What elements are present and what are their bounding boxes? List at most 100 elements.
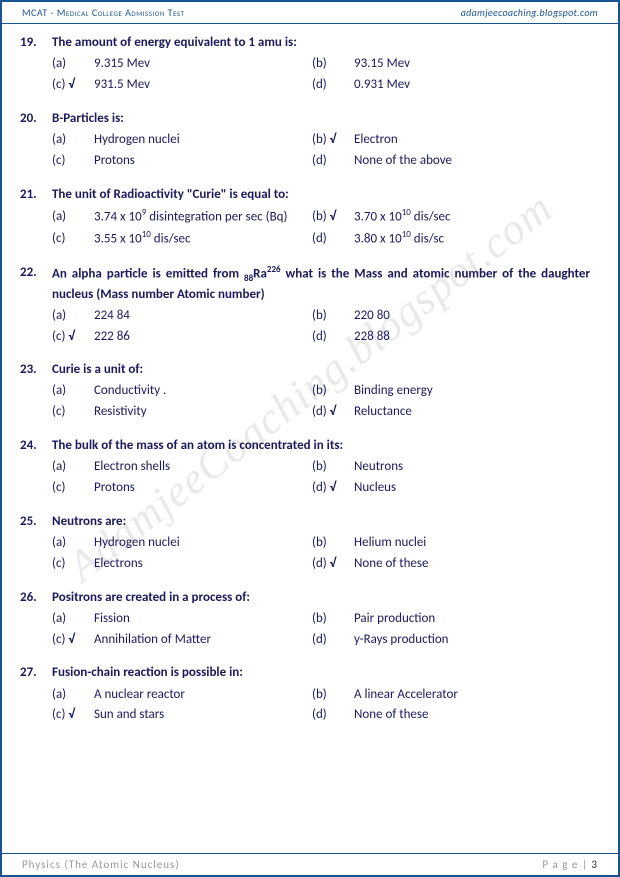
check-icon: √ xyxy=(68,329,74,344)
option-row: (c)Protons(d) √Nucleus xyxy=(52,478,590,499)
footer-subject: Physics (The Atomic Nucleus) xyxy=(22,858,180,871)
question-text: The bulk of the mass of an atom is conce… xyxy=(52,437,590,455)
option-row: (c)3.55 x 1010 dis/sec(d)3.80 x 1010 dis… xyxy=(52,228,590,250)
question: 26.Positrons are created in a process of… xyxy=(20,589,590,651)
question: 20.B-Particles is:(a)Hydrogen nuclei(b) … xyxy=(20,110,590,172)
check-icon: √ xyxy=(330,480,336,495)
option-cell: (a)9.315 Mev xyxy=(52,54,312,75)
option-cell: (c) √Sun and stars xyxy=(52,705,312,726)
options: (a)Conductivity .(b)Binding energy(c)Res… xyxy=(52,381,590,423)
option-label: (a) xyxy=(52,609,94,630)
question-number: 21. xyxy=(20,186,52,204)
option-label: (b) xyxy=(312,381,354,402)
header-title: MCAT - Medical College Admission Test xyxy=(22,6,184,19)
option-cell: (c) √222 86 xyxy=(52,327,312,348)
option-text: Electron shells xyxy=(94,457,312,478)
question-number: 27. xyxy=(20,664,52,682)
option-text: None of the above xyxy=(354,151,590,172)
option-label: (c) √ xyxy=(52,75,94,96)
option-text: Helium nuclei xyxy=(354,533,590,554)
page-header: MCAT - Medical College Admission Test ad… xyxy=(2,2,618,24)
option-cell: (d) √None of these xyxy=(312,554,590,575)
option-label: (d) √ xyxy=(312,554,354,575)
option-row: (a)3.74 x 109 disintegration per sec (Bq… xyxy=(52,206,590,228)
option-text: None of these xyxy=(354,554,590,575)
option-text: Reluctance xyxy=(354,402,590,423)
footer-page: P a g e | 3 xyxy=(542,858,598,871)
option-text: y-Rays production xyxy=(354,630,590,651)
option-text: Neutrons xyxy=(354,457,590,478)
option-label: (b) xyxy=(312,306,354,327)
option-label: (c) √ xyxy=(52,630,94,651)
options: (a)3.74 x 109 disintegration per sec (Bq… xyxy=(52,206,590,250)
option-cell: (c)Electrons xyxy=(52,554,312,575)
question-head: 19.The amount of energy equivalent to 1 … xyxy=(20,34,590,52)
option-cell: (d)None of these xyxy=(312,705,590,726)
question-number: 25. xyxy=(20,513,52,531)
option-label: (b) xyxy=(312,533,354,554)
option-text: Resistivity xyxy=(94,402,312,423)
footer-page-label: P a g e | xyxy=(542,858,591,871)
option-label: (c) xyxy=(52,554,94,575)
option-row: (a)Fission(b)Pair production xyxy=(52,609,590,630)
option-text: Electron xyxy=(354,130,590,151)
question: 22.An alpha particle is emitted from 88R… xyxy=(20,264,590,347)
check-icon: √ xyxy=(68,632,74,647)
option-text: 3.70 x 1010 dis/sec xyxy=(354,206,590,228)
option-label: (b) √ xyxy=(312,130,354,151)
content-area: AdamjeeCoaching.blogspot.com 19.The amou… xyxy=(2,24,618,750)
option-label: (c) xyxy=(52,478,94,499)
option-row: (a)9.315 Mev(b)93.15 Mev xyxy=(52,54,590,75)
option-text: Protons xyxy=(94,151,312,172)
question-head: 23.Curie is a unit of: xyxy=(20,361,590,379)
option-row: (a)Hydrogen nuclei(b)Helium nuclei xyxy=(52,533,590,554)
option-cell: (b)A linear Accelerator xyxy=(312,685,590,706)
option-text: Electrons xyxy=(94,554,312,575)
option-label: (d) xyxy=(312,229,354,250)
options: (a)9.315 Mev(b)93.15 Mev(c) √931.5 Mev(d… xyxy=(52,54,590,96)
question-head: 21.The unit of Radioactivity "Curie" is … xyxy=(20,186,590,204)
question-head: 27.Fusion-chain reaction is possible in: xyxy=(20,664,590,682)
option-cell: (d)228 88 xyxy=(312,327,590,348)
footer-page-num: 3 xyxy=(591,858,598,871)
option-cell: (b)Helium nuclei xyxy=(312,533,590,554)
option-cell: (b) √Electron xyxy=(312,130,590,151)
option-text: Protons xyxy=(94,478,312,499)
option-cell: (b)93.15 Mev xyxy=(312,54,590,75)
option-cell: (a)3.74 x 109 disintegration per sec (Bq… xyxy=(52,206,312,228)
option-row: (a)Hydrogen nuclei(b) √Electron xyxy=(52,130,590,151)
option-cell: (a)Electron shells xyxy=(52,457,312,478)
option-row: (a)A nuclear reactor(b)A linear Accelera… xyxy=(52,685,590,706)
option-cell: (a)Conductivity . xyxy=(52,381,312,402)
option-label: (a) xyxy=(52,207,94,228)
question-number: 24. xyxy=(20,437,52,455)
question-number: 26. xyxy=(20,589,52,607)
check-icon: √ xyxy=(68,77,74,92)
question-number: 22. xyxy=(20,264,52,304)
question-number: 23. xyxy=(20,361,52,379)
option-text: 0.931 Mev xyxy=(354,75,590,96)
option-text: Fission xyxy=(94,609,312,630)
question-head: 24.The bulk of the mass of an atom is co… xyxy=(20,437,590,455)
option-cell: (d)y-Rays production xyxy=(312,630,590,651)
question-head: 25.Neutrons are: xyxy=(20,513,590,531)
option-cell: (a)A nuclear reactor xyxy=(52,685,312,706)
check-icon: √ xyxy=(330,209,336,224)
option-text: 220 80 xyxy=(354,306,590,327)
check-icon: √ xyxy=(330,132,336,147)
option-label: (a) xyxy=(52,130,94,151)
option-row: (a)Electron shells(b)Neutrons xyxy=(52,457,590,478)
option-row: (c) √Sun and stars(d)None of these xyxy=(52,705,590,726)
question-text: The amount of energy equivalent to 1 amu… xyxy=(52,34,590,52)
option-label: (d) √ xyxy=(312,478,354,499)
option-text: Binding energy xyxy=(354,381,590,402)
option-row: (a)224 84(b)220 80 xyxy=(52,306,590,327)
header-url: adamjeecoaching.blogspot.com xyxy=(461,6,598,19)
option-label: (b) xyxy=(312,685,354,706)
option-label: (a) xyxy=(52,54,94,75)
question-text: An alpha particle is emitted from 88Ra22… xyxy=(52,264,590,304)
option-label: (a) xyxy=(52,381,94,402)
option-text: Hydrogen nuclei xyxy=(94,130,312,151)
question: 25.Neutrons are: (a)Hydrogen nuclei(b)Hel… xyxy=(20,513,590,575)
option-label: (b) √ xyxy=(312,207,354,228)
